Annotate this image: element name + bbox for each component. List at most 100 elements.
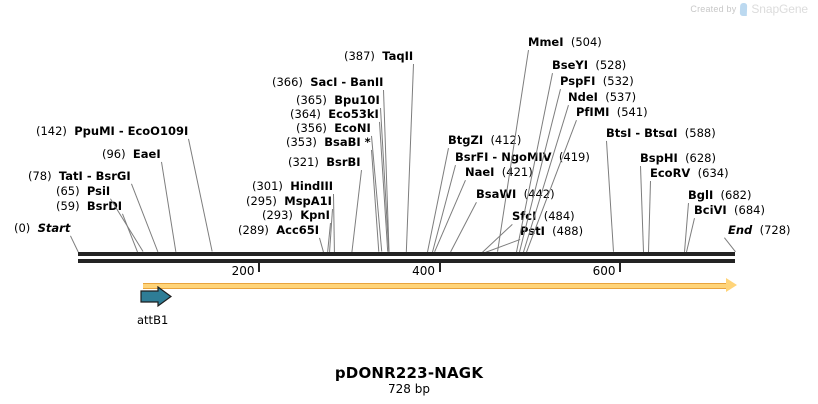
enzyme-name-group: TaqII xyxy=(382,49,413,63)
enzyme-label[interactable]: (353) BsaBI * xyxy=(286,136,371,149)
enzyme-position: (366) xyxy=(272,75,303,89)
enzyme-position: (504) xyxy=(570,35,602,49)
enzyme-name: BsaBI * xyxy=(324,135,371,149)
enzyme-label[interactable]: (365) Bpu10I xyxy=(296,94,380,107)
enzyme-position: (293) xyxy=(262,208,293,222)
enzyme-position: (484) xyxy=(543,209,575,223)
enzyme-label[interactable]: BtsI - BtsαI (588) xyxy=(606,127,716,140)
enzyme-name: BtsI xyxy=(606,126,632,140)
feature-track-bar xyxy=(143,283,730,289)
enzyme-position: (96) xyxy=(102,147,126,161)
enzyme-name: EcoNI xyxy=(334,121,371,135)
enzyme-position: (321) xyxy=(288,155,319,169)
enzyme-name-group: Eco53kI xyxy=(328,107,379,121)
enzyme-label[interactable]: (295) MspA1I xyxy=(246,195,332,208)
ruler-tick xyxy=(438,263,441,272)
enzyme-label[interactable]: BciVI (684) xyxy=(694,204,765,217)
enzyme-name-group: MmeI xyxy=(528,35,564,49)
enzyme-label[interactable]: (96) EaeI xyxy=(102,148,161,161)
enzyme-name: BsrFI xyxy=(455,150,489,164)
enzyme-name-group: BtsI - BtsαI xyxy=(606,126,677,140)
enzyme-name: BsaWI xyxy=(476,187,517,201)
enzyme-label[interactable]: (142) PpuMI - EcoO109I xyxy=(36,125,188,138)
enzyme-label[interactable]: BtgZI (412) xyxy=(448,134,521,147)
enzyme-name: TatI xyxy=(58,169,83,183)
enzyme-name: BsrBI xyxy=(326,155,361,169)
enzyme-label[interactable]: BglI (682) xyxy=(688,189,751,202)
enzyme-name: BanII xyxy=(350,75,384,89)
enzyme-position: (532) xyxy=(602,74,634,88)
enzyme-label[interactable]: EcoRV (634) xyxy=(650,167,729,180)
enzyme-label[interactable]: (387) TaqII xyxy=(344,50,413,63)
enzyme-name-group: BtgZI xyxy=(448,133,483,147)
enzyme-position: (0) xyxy=(14,221,31,235)
enzyme-name-group: BglI xyxy=(688,188,713,202)
enzyme-name: BsrGI xyxy=(95,169,131,183)
enzyme-name: PsiI xyxy=(86,184,111,198)
enzyme-label[interactable]: (364) Eco53kI xyxy=(290,108,379,121)
enzyme-position: (488) xyxy=(552,224,584,238)
enzyme-name: PfIMI xyxy=(576,105,610,119)
enzyme-position: (59) xyxy=(56,199,80,213)
enzyme-label[interactable]: (366) SacI - BanII xyxy=(272,76,383,89)
enzyme-name-group: BsrBI xyxy=(326,155,360,169)
enzyme-name: Bpu10I xyxy=(334,93,380,107)
enzyme-label[interactable]: (289) Acc65I xyxy=(238,224,319,237)
enzyme-name-group: EcoNI xyxy=(334,121,370,135)
enzyme-name: PstI xyxy=(520,224,545,238)
enzyme-label[interactable]: (78) TatI - BsrGI xyxy=(28,170,131,183)
enzyme-name: Start xyxy=(37,221,71,235)
enzyme-label[interactable]: (301) HindIII xyxy=(252,180,333,193)
enzyme-position: (78) xyxy=(28,169,52,183)
enzyme-name-group: NdeI xyxy=(568,90,598,104)
enzyme-position: (541) xyxy=(616,105,648,119)
enzyme-label[interactable]: End (728) xyxy=(728,224,791,237)
enzyme-name-group: KpnI xyxy=(300,208,330,222)
enzyme-label[interactable]: (65) PsiI xyxy=(56,185,110,198)
enzyme-label[interactable]: NdeI (537) xyxy=(568,91,636,104)
enzyme-leader-line xyxy=(333,193,335,252)
enzyme-leader-line xyxy=(160,161,176,252)
enzyme-label[interactable]: NaeI (421) xyxy=(465,166,533,179)
enzyme-name: NgoMIV xyxy=(501,150,552,164)
enzyme-position: (682) xyxy=(720,188,752,202)
enzyme-name: BspHI xyxy=(640,151,678,165)
enzyme-name-group: BsaBI * xyxy=(324,135,370,149)
enzyme-name-group: EaeI xyxy=(133,147,161,161)
feature-attB1-label: attB1 xyxy=(137,313,169,327)
enzyme-label[interactable]: PspFI (532) xyxy=(560,75,634,88)
ruler-tick-label: 400 xyxy=(412,264,435,278)
enzyme-name-group: BciVI xyxy=(694,203,727,217)
enzyme-label[interactable]: (293) KpnI xyxy=(262,209,330,222)
enzyme-name: HindIII xyxy=(290,179,334,193)
enzyme-name-group: HindIII xyxy=(290,179,333,193)
enzyme-label[interactable]: PfIMI (541) xyxy=(576,106,648,119)
enzyme-position: (142) xyxy=(36,124,67,138)
enzyme-label[interactable]: BsrFI - NgoMIV (419) xyxy=(455,151,590,164)
snapgene-brand-name: SnapGene xyxy=(751,2,808,16)
enzyme-position: (684) xyxy=(734,203,765,217)
enzyme-name-group: BspHI xyxy=(640,151,678,165)
enzyme-name-group: NaeI xyxy=(465,165,494,179)
enzyme-position: (588) xyxy=(684,126,716,140)
enzyme-name-group: PpuMI - EcoO109I xyxy=(74,124,188,138)
enzyme-label[interactable]: (0) Start xyxy=(14,222,70,235)
enzyme-label[interactable]: BspHI (628) xyxy=(640,152,716,165)
enzyme-position: (419) xyxy=(558,150,590,164)
enzyme-name-group: PfIMI xyxy=(576,105,609,119)
enzyme-name-separator: - xyxy=(631,126,645,140)
enzyme-label[interactable]: BseYI (528) xyxy=(552,59,626,72)
enzyme-label[interactable]: MmeI (504) xyxy=(528,36,602,49)
enzyme-position: (634) xyxy=(697,166,729,180)
feature-attB1[interactable] xyxy=(140,285,173,308)
enzyme-label[interactable]: PstI (488) xyxy=(520,225,583,238)
enzyme-label[interactable]: (321) BsrBI xyxy=(288,156,361,169)
enzyme-name: BglI xyxy=(688,188,714,202)
enzyme-name-group: SacI - BanII xyxy=(310,75,383,89)
snapgene-logo-icon xyxy=(740,2,748,16)
enzyme-name-separator: - xyxy=(82,169,96,183)
enzyme-name: BtgZI xyxy=(448,133,484,147)
enzyme-label[interactable]: (356) EcoNI xyxy=(296,122,371,135)
enzyme-name-group: End xyxy=(728,223,752,237)
